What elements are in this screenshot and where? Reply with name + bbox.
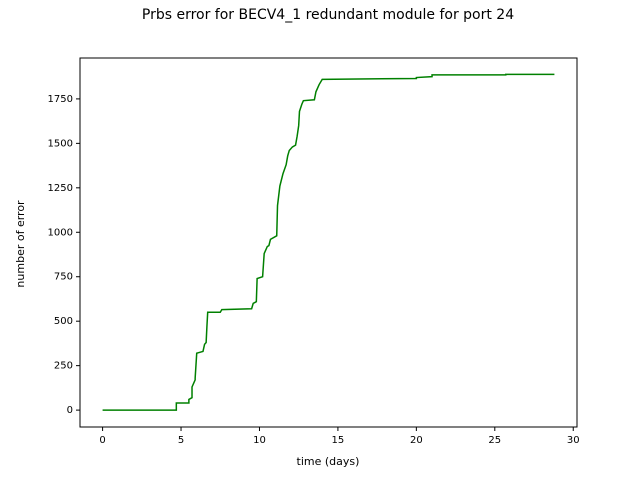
x-axis-label: time (days)	[297, 455, 360, 468]
y-tick-label: 250	[54, 361, 73, 372]
y-tick-label: 0	[67, 405, 73, 416]
y-tick-label: 1750	[48, 94, 73, 105]
x-tick-label: 15	[332, 435, 345, 446]
x-tick-label: 25	[488, 435, 501, 446]
chart-title: Prbs error for BECV4_1 redundant module …	[142, 7, 514, 23]
y-tick-label: 1500	[48, 138, 73, 149]
x-tick-label: 0	[99, 435, 105, 446]
data-line	[102, 73, 555, 411]
y-tick-label: 750	[54, 272, 73, 283]
x-tick-label: 10	[253, 435, 266, 446]
x-tick-label: 20	[410, 435, 423, 446]
plot-frame	[79, 57, 578, 428]
y-tick-label: 1000	[48, 227, 73, 238]
x-tick-label: 30	[567, 435, 580, 446]
y-axis-label: number of error	[14, 200, 27, 288]
y-tick-label: 1250	[48, 183, 73, 194]
y-tick-label: 500	[54, 316, 73, 327]
x-tick-label: 5	[178, 435, 184, 446]
